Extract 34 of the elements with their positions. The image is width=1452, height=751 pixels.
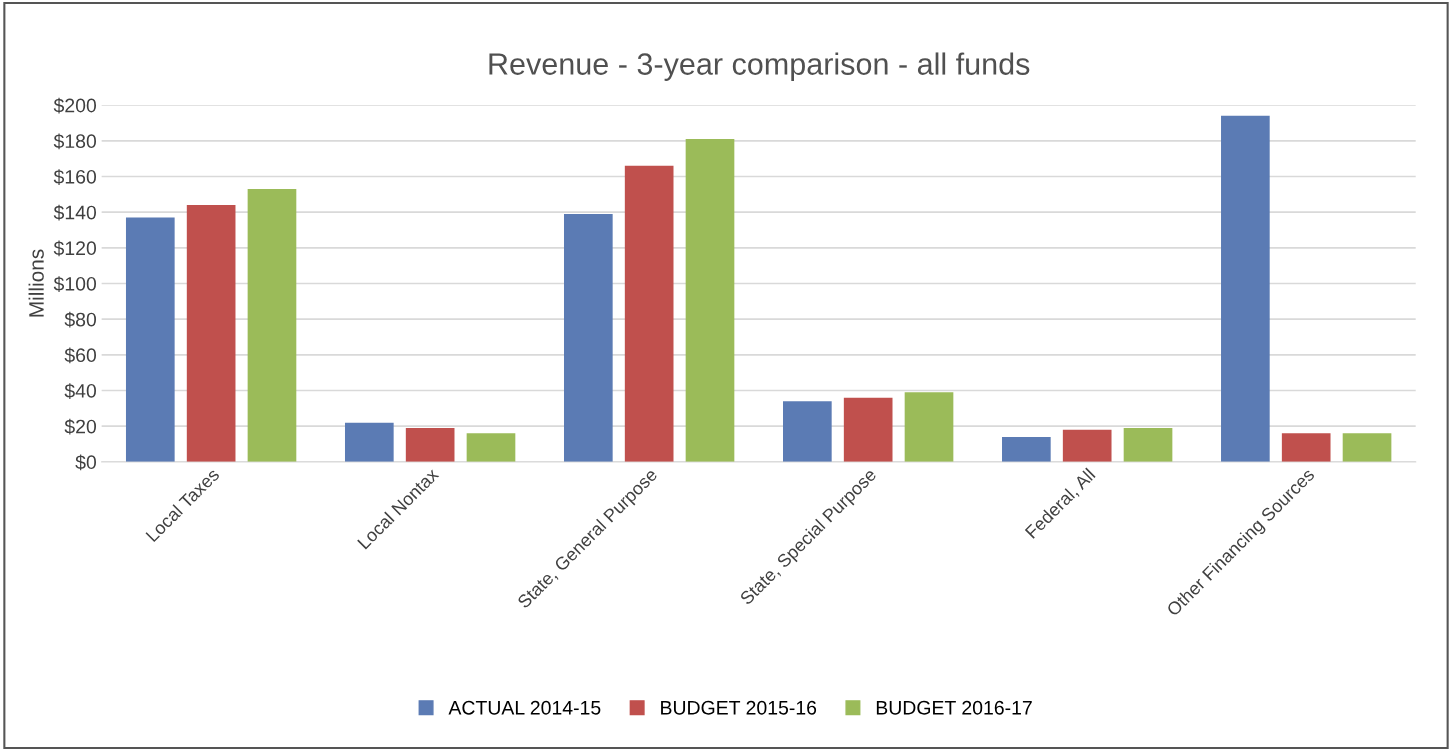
- legend-label: BUDGET 2016-17: [876, 700, 1032, 715]
- legend-label: ACTUAL 2014-15: [448, 700, 601, 715]
- y-tick-label: $120: [53, 240, 97, 257]
- chart-title: Revenue - 3-year comparison - all funds: [489, 52, 1030, 81]
- y-axis-title: Millions: [28, 249, 44, 317]
- y-tick-label: $160: [53, 169, 97, 185]
- bar: [1002, 436, 1051, 462]
- bar: [563, 213, 613, 462]
- bar: [685, 139, 735, 462]
- y-tick-label: $60: [64, 347, 97, 364]
- bar: [186, 205, 236, 462]
- bar: [1281, 433, 1331, 462]
- bar: [247, 188, 297, 462]
- y-tick-label: $200: [53, 97, 97, 114]
- bar: [1221, 115, 1270, 462]
- legend-label: BUDGET 2015-16: [661, 700, 817, 715]
- y-tick-label: $80: [64, 311, 97, 328]
- y-tick-label: $180: [53, 133, 97, 150]
- bar: [904, 392, 954, 462]
- bar: [466, 433, 516, 462]
- bar: [125, 217, 175, 462]
- bar: [405, 427, 455, 462]
- y-tick-label: $100: [53, 276, 97, 292]
- bar: [843, 397, 893, 462]
- bar: [1123, 427, 1173, 462]
- bar: [783, 401, 832, 462]
- bar: [344, 422, 394, 462]
- bar: [624, 165, 674, 462]
- y-tick-label: $20: [64, 418, 97, 435]
- y-tick-label: $140: [53, 204, 97, 221]
- bar: [1342, 433, 1392, 462]
- y-tick-label: $0: [75, 454, 97, 471]
- y-tick-label: $40: [64, 383, 97, 399]
- bar: [1062, 429, 1112, 462]
